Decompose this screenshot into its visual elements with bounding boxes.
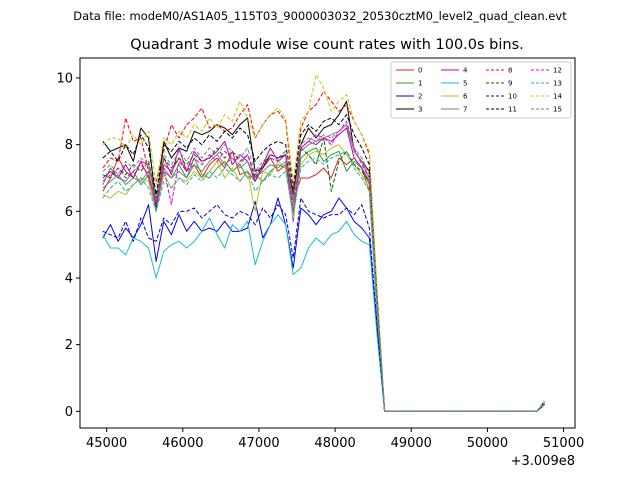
legend-label-6: 6 xyxy=(463,93,468,101)
legend-label-13: 13 xyxy=(553,80,562,88)
x-tick-label: 47000 xyxy=(238,436,279,451)
plot-area xyxy=(102,74,545,412)
legend-label-1: 1 xyxy=(418,80,422,88)
y-tick-label: 2 xyxy=(65,338,73,353)
x-tick-label: 50000 xyxy=(467,436,508,451)
series-line-0 xyxy=(102,150,545,412)
x-axis: 45000 46000 47000 48000 49000 50000 51000 xyxy=(86,428,584,451)
y-tick-label: 6 xyxy=(65,205,73,220)
legend-label-12: 12 xyxy=(553,67,562,75)
y-tick-label: 4 xyxy=(65,272,73,287)
axes-frame xyxy=(79,57,576,429)
legend-label-15: 15 xyxy=(553,106,562,114)
x-tick-label: 49000 xyxy=(391,436,432,451)
y-tick-label: 8 xyxy=(65,138,73,153)
legend-label-11: 11 xyxy=(508,106,517,114)
legend-label-0: 0 xyxy=(418,67,422,75)
figure-suptitle: Data file: modeM0/AS1A05_115T03_90000030… xyxy=(73,9,567,23)
y-tick-label: 10 xyxy=(56,72,73,87)
legend-label-8: 8 xyxy=(508,67,512,75)
series-line-5 xyxy=(102,214,545,412)
series-line-15 xyxy=(102,124,545,412)
x-tick-label: 46000 xyxy=(162,436,203,451)
x-offset-label: +3.009e8 xyxy=(511,454,575,469)
series-line-3 xyxy=(102,100,545,412)
legend-label-7: 7 xyxy=(463,106,467,114)
legend-label-9: 9 xyxy=(508,80,512,88)
x-tick-label: 48000 xyxy=(314,436,355,451)
legend-label-3: 3 xyxy=(418,106,422,114)
series-line-1 xyxy=(102,147,545,412)
legend-label-4: 4 xyxy=(463,67,468,75)
series-line-2 xyxy=(102,197,545,412)
series-line-13 xyxy=(102,150,545,412)
series-line-14 xyxy=(102,74,545,412)
series-line-11 xyxy=(102,114,545,412)
legend-label-5: 5 xyxy=(463,80,467,88)
series-line-4 xyxy=(102,127,545,412)
series-line-9 xyxy=(102,137,545,412)
series-line-6 xyxy=(102,144,545,412)
legend-label-2: 2 xyxy=(418,93,422,101)
legend-label-10: 10 xyxy=(508,93,517,101)
legend-box xyxy=(390,61,572,119)
x-tick-label: 45000 xyxy=(86,436,127,451)
x-tick-label: 51000 xyxy=(543,436,584,451)
y-axis: 0 2 4 6 8 10 xyxy=(56,72,80,420)
legend-label-14: 14 xyxy=(553,93,562,101)
chart-title: Quadrant 3 module wise count rates with … xyxy=(130,37,524,53)
series-line-12 xyxy=(102,120,545,412)
y-tick-label: 0 xyxy=(65,405,73,420)
